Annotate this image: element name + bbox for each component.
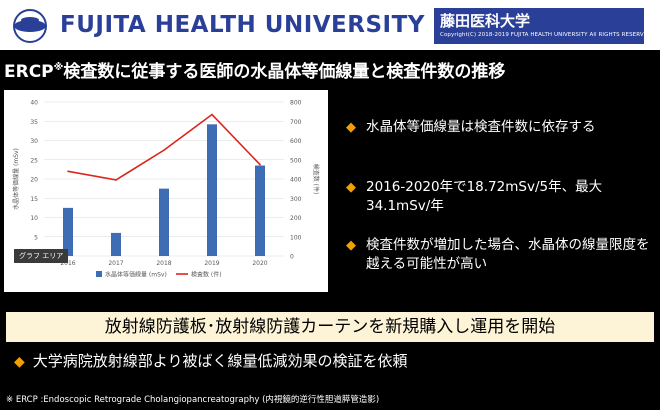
line-point bbox=[115, 179, 117, 181]
slide-title: ERCP※検査数に従事する医師の水晶体等価線量と検査件数の推移 bbox=[4, 55, 656, 82]
x-tick-label: 2018 bbox=[156, 260, 171, 267]
y-right-tick-label: 100 bbox=[290, 234, 302, 241]
bullet-item: ◆ 2016-2020年で18.72mSv/5年、最大34.1mSv/年 bbox=[346, 178, 651, 216]
y-left-tick-label: 40 bbox=[30, 100, 38, 107]
bullet-text: 2016-2020年で18.72mSv/5年、最大34.1mSv/年 bbox=[366, 179, 603, 214]
x-tick-label: 2017 bbox=[108, 260, 123, 267]
y-left-tick-label: 25 bbox=[30, 157, 38, 164]
university-logo-icon bbox=[13, 9, 47, 43]
y-left-tick-label: 10 bbox=[30, 215, 38, 222]
y-right-tick-label: 500 bbox=[290, 157, 302, 164]
y-right-tick-label: 700 bbox=[290, 119, 302, 126]
y-left-tick-label: 20 bbox=[30, 177, 38, 184]
action-banner: 放射線防護板･放射線防護カーテンを新規購入し運用を開始 bbox=[6, 312, 654, 342]
y-right-axis-title: 検査数 (件) bbox=[312, 164, 320, 195]
y-right-tick-label: 0 bbox=[290, 254, 294, 261]
footnote: ※ ERCP :Endoscopic Retrograde Cholangiop… bbox=[6, 395, 380, 405]
line-point bbox=[67, 170, 69, 173]
line-series-path bbox=[67, 113, 261, 181]
y-left-tick-label: 30 bbox=[30, 138, 38, 145]
diamond-bullet-icon: ◆ bbox=[14, 354, 25, 370]
legend-line-label: 検査数 (件) bbox=[191, 271, 222, 279]
title-mark: ※ bbox=[53, 62, 64, 73]
title-body: 検査数に従事する医師の水晶体等価線量と検査件数の推移 bbox=[63, 62, 506, 82]
line-point bbox=[259, 163, 261, 166]
bullet-item: ◆ 水晶体等価線量は検査件数に依存する bbox=[346, 118, 596, 137]
y-right-tick-label: 200 bbox=[290, 215, 302, 222]
y-right-tick-label: 800 bbox=[290, 100, 302, 107]
university-badge: 藤田医科大学 Copyright(C) 2018-2019 FUJITA HEA… bbox=[434, 8, 652, 44]
legend-bar-swatch bbox=[96, 271, 102, 277]
y-left-tick-label: 5 bbox=[34, 234, 38, 241]
x-tick-label: 2016 bbox=[60, 260, 75, 267]
bar bbox=[111, 232, 121, 256]
bullet-text: 検査件数が増加した場合、水晶体の線量限度を越える可能性が高い bbox=[366, 237, 650, 272]
y-right-tick-label: 600 bbox=[290, 138, 302, 145]
bullet-text: 水晶体等価線量は検査件数に依存する bbox=[366, 119, 596, 135]
y-right-tick-label: 300 bbox=[290, 196, 302, 203]
y-left-tick-label: 35 bbox=[30, 119, 38, 126]
badge-copyright: Copyright(C) 2018-2019 FUJITA HEALTH UNI… bbox=[440, 32, 652, 38]
university-name: FUJITA HEALTH UNIVERSITY bbox=[60, 12, 425, 38]
bar bbox=[63, 207, 73, 256]
x-tick-label: 2020 bbox=[252, 260, 267, 267]
diamond-bullet-icon: ◆ bbox=[346, 180, 356, 195]
y-left-tick-label: 15 bbox=[30, 196, 38, 203]
legend-bar-label: 水晶体等価線量 (mSv) bbox=[105, 271, 167, 279]
bar bbox=[159, 188, 169, 256]
y-left-axis-title: 水晶体等価線量 (mSv) bbox=[12, 148, 20, 210]
chart-panel: 0510152025303540010020030040050060070080… bbox=[4, 90, 328, 292]
line-point bbox=[163, 149, 165, 151]
badge-title: 藤田医科大学 bbox=[440, 12, 531, 30]
header-bar: FUJITA HEALTH UNIVERSITY 藤田医科大学 Copyrigh… bbox=[0, 0, 660, 50]
combo-chart: 0510152025303540010020030040050060070080… bbox=[12, 100, 320, 279]
bar bbox=[207, 124, 217, 256]
bullet-item: ◆ 検査件数が増加した場合、水晶体の線量限度を越える可能性が高い bbox=[346, 236, 651, 274]
action-item: ◆ 大学病院放射線部より被ばく線量低減効果の検証を依頼 bbox=[14, 350, 407, 371]
bar bbox=[255, 165, 265, 256]
diamond-bullet-icon: ◆ bbox=[346, 120, 356, 135]
y-right-tick-label: 400 bbox=[290, 177, 302, 184]
chart-area-tooltip: グラフ エリア bbox=[14, 249, 69, 263]
action-text: 大学病院放射線部より被ばく線量低減効果の検証を依頼 bbox=[32, 352, 408, 370]
title-prefix: ERCP bbox=[4, 62, 54, 82]
diamond-bullet-icon: ◆ bbox=[346, 238, 356, 253]
x-tick-label: 2019 bbox=[204, 260, 219, 267]
line-point bbox=[211, 113, 213, 116]
